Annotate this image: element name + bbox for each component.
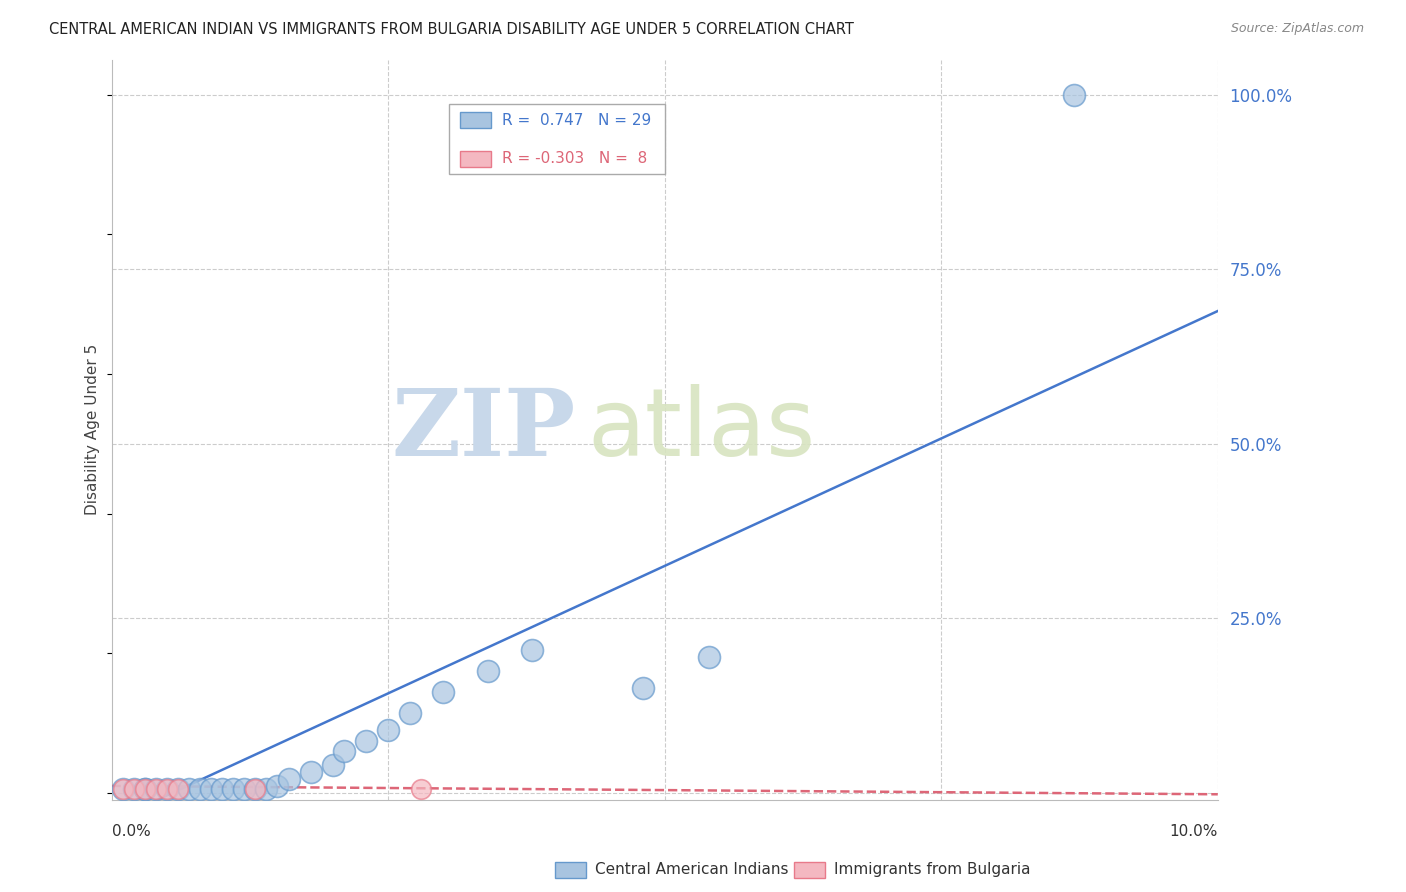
FancyBboxPatch shape <box>449 104 665 174</box>
Point <box>145 782 167 797</box>
Point <box>134 782 156 797</box>
Y-axis label: Disability Age Under 5: Disability Age Under 5 <box>86 344 100 516</box>
Text: R = -0.303   N =  8: R = -0.303 N = 8 <box>502 152 647 166</box>
Point <box>411 782 433 797</box>
Point <box>211 782 233 797</box>
Text: R =  0.747   N = 29: R = 0.747 N = 29 <box>502 112 651 128</box>
Text: Source: ZipAtlas.com: Source: ZipAtlas.com <box>1230 22 1364 36</box>
Text: atlas: atlas <box>588 384 815 475</box>
Point <box>111 782 134 797</box>
Point <box>1063 87 1085 102</box>
Point <box>245 782 267 797</box>
Point <box>254 782 277 797</box>
Point <box>122 782 145 797</box>
Point <box>631 681 654 695</box>
Point <box>333 744 356 758</box>
Point <box>399 706 422 720</box>
Point <box>167 782 190 797</box>
Text: 10.0%: 10.0% <box>1170 823 1218 838</box>
Point <box>377 723 399 737</box>
Text: CENTRAL AMERICAN INDIAN VS IMMIGRANTS FROM BULGARIA DISABILITY AGE UNDER 5 CORRE: CENTRAL AMERICAN INDIAN VS IMMIGRANTS FR… <box>49 22 853 37</box>
Point <box>354 733 377 747</box>
Point <box>277 772 299 786</box>
Text: Immigrants from Bulgaria: Immigrants from Bulgaria <box>834 863 1031 877</box>
Text: Central American Indians: Central American Indians <box>595 863 789 877</box>
Bar <box>460 112 491 128</box>
Point <box>177 782 200 797</box>
Point <box>520 642 543 657</box>
Point <box>200 782 222 797</box>
Point <box>233 782 256 797</box>
Point <box>134 782 156 797</box>
Point <box>167 782 190 797</box>
Point <box>156 782 179 797</box>
Point <box>111 782 134 797</box>
Point <box>222 782 245 797</box>
Bar <box>460 151 491 167</box>
Point <box>299 764 322 779</box>
Point <box>697 649 720 664</box>
Point <box>322 758 344 772</box>
Point <box>477 664 499 678</box>
Point <box>156 782 179 797</box>
Point <box>122 782 145 797</box>
Point <box>266 779 288 793</box>
Point <box>134 782 156 797</box>
Point <box>432 684 454 698</box>
Point <box>145 782 167 797</box>
Text: ZIP: ZIP <box>392 384 576 475</box>
Point <box>245 782 267 797</box>
Text: 0.0%: 0.0% <box>111 823 150 838</box>
Point <box>188 782 211 797</box>
